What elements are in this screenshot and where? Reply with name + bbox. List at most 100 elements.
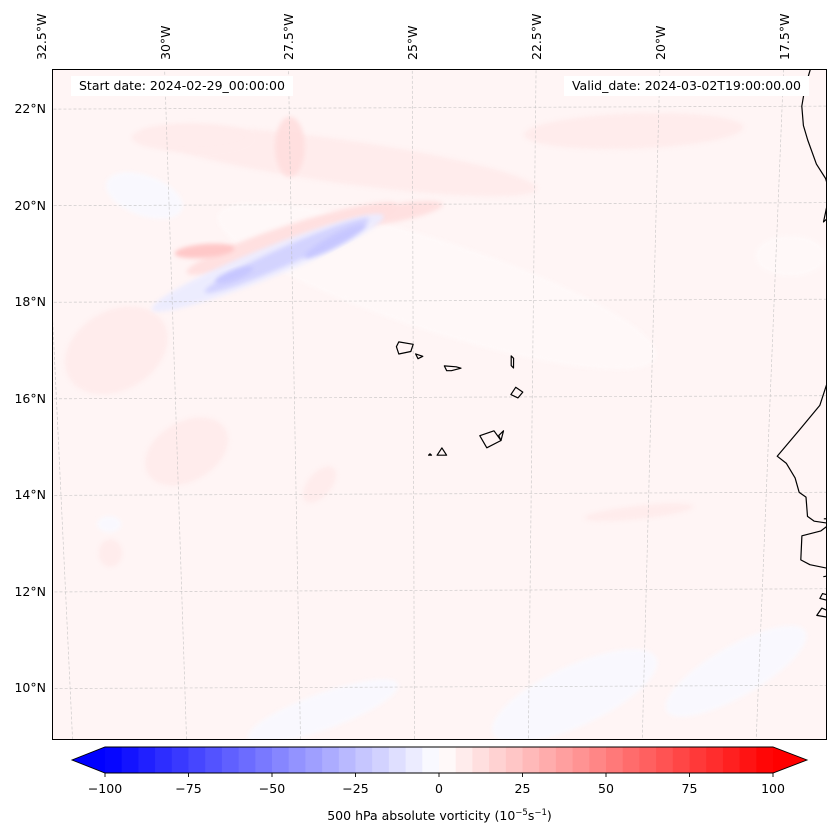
- colorbar-bin: [355, 747, 373, 773]
- colorbar-bin: [439, 747, 457, 773]
- parallel-gridline: [52, 105, 827, 110]
- santiago-island: [479, 430, 502, 449]
- contour-fill-layer: [64, 112, 826, 740]
- latitude-tick-label: 22°N: [14, 101, 46, 117]
- meridian-gridline: [641, 69, 661, 740]
- negative-vorticity-contour: [304, 223, 367, 259]
- colorbar-bin: [322, 747, 340, 773]
- latitude-tick-label: 10°N: [14, 680, 46, 696]
- longitude-tick-label: 25°W: [405, 25, 421, 60]
- negative-vorticity-contour: [106, 172, 183, 219]
- colorbar-tick-label: −100: [87, 781, 123, 796]
- colorbar-bin: [639, 747, 657, 773]
- banc-arguin-island: [822, 206, 827, 223]
- colorbar-tick-label: −25: [342, 781, 369, 796]
- colorbar-bin: [238, 747, 256, 773]
- colorbar-label: 500 hPa absolute vorticity (10−5s−1): [327, 808, 552, 823]
- meridian-gridline: [288, 69, 301, 740]
- colorbar-bin: [706, 747, 724, 773]
- gambia-river: [823, 518, 827, 520]
- colorbar-bin: [155, 747, 173, 773]
- parallel-gridline: [52, 298, 827, 303]
- negative-vorticity-contour: [247, 679, 399, 740]
- longitude-tick-label: 22.5°W: [529, 13, 545, 60]
- colorbar-bin: [288, 747, 306, 773]
- africa-coastline: [776, 69, 827, 569]
- units-exp1: −5: [515, 808, 528, 818]
- longitude-tick-label: 30°W: [157, 25, 173, 60]
- negative-vorticity-contour: [215, 266, 254, 284]
- latitude-tick-label: 16°N: [14, 390, 46, 406]
- latitude-tick-label: 18°N: [14, 294, 46, 310]
- colorbar-tick-label: −50: [258, 781, 286, 796]
- meridian-gridline: [755, 69, 784, 740]
- positive-vorticity-contour: [64, 306, 169, 395]
- colorbar-bin: [555, 747, 574, 773]
- santo-antao-island: [395, 341, 414, 355]
- colorbar: [70, 746, 809, 777]
- sao-nicolau-island: [443, 365, 462, 372]
- meridian-gridline: [164, 69, 187, 740]
- units-exp2: −1: [534, 808, 547, 818]
- colorbar-bin: [138, 747, 156, 773]
- latitude-tick-label: 20°N: [14, 197, 46, 213]
- positive-vorticity-contour: [584, 503, 694, 522]
- colorbar-bin: [388, 747, 407, 773]
- bijagos-island: [816, 607, 827, 618]
- colorbar-tick-label: 25: [514, 781, 531, 796]
- colorbar-bin: [672, 747, 690, 773]
- start-date-label: Start date: 2024-02-29_00:00:00: [71, 76, 293, 96]
- colorbar-bin: [105, 747, 123, 773]
- brava-island: [428, 453, 433, 456]
- fogo-island: [436, 447, 448, 456]
- meridian-gridline: [411, 69, 415, 740]
- colorbar-bin: [188, 747, 206, 773]
- positive-vorticity-contour: [755, 235, 826, 276]
- latitude-tick-label: 14°N: [14, 487, 46, 503]
- colorbar-tick-label: −75: [175, 781, 202, 796]
- colorbar-bin: [722, 747, 741, 773]
- colorbar-bin: [205, 747, 223, 773]
- positive-vorticity-contour: [302, 466, 337, 504]
- longitude-tick-label: 32.5°W: [33, 13, 49, 60]
- colorbar-extend-min: [72, 747, 105, 773]
- units-base: 10: [499, 808, 516, 823]
- colorbar-bin: [656, 747, 674, 773]
- colorbar-bin: [221, 747, 240, 773]
- map-panel[interactable]: Start date: 2024-02-29_00:00:00 Valid_da…: [52, 69, 827, 740]
- sao-vicente-island: [415, 353, 424, 360]
- valid-date-label: Valid_date: 2024-03-02T19:00:00.00: [563, 76, 809, 96]
- colorbar-tick-label: 100: [761, 781, 785, 796]
- colorbar-bin: [606, 747, 624, 773]
- boa-vista-island: [510, 386, 524, 399]
- positive-vorticity-contour: [131, 123, 252, 152]
- bijagos-island: [819, 593, 827, 601]
- colorbar-bin: [589, 747, 607, 773]
- casamance-river: [823, 575, 827, 578]
- meridian-gridline: [52, 298, 73, 740]
- colorbar-bin: [756, 747, 774, 773]
- vorticity-field: [52, 69, 827, 740]
- negative-vorticity-contour: [97, 516, 122, 533]
- colorbar-bin: [505, 747, 523, 773]
- positive-vorticity-contour: [174, 243, 235, 259]
- units-seconds: s: [527, 808, 535, 823]
- colorbar-variable: 500 hPa absolute vorticity: [327, 808, 491, 823]
- maio-island: [498, 430, 505, 442]
- colorbar-bin: [622, 747, 640, 773]
- colorbar-bin: [489, 747, 507, 773]
- parallel-gridline: [52, 588, 827, 593]
- colorbar-tick-label: 50: [598, 781, 614, 796]
- colorbar-bin: [522, 747, 540, 773]
- colorbar-bin: [338, 747, 356, 773]
- colorbar-bin: [405, 747, 423, 773]
- parallel-gridline: [52, 491, 827, 496]
- colorbar-bin: [171, 747, 189, 773]
- colorbar-bin: [305, 747, 323, 773]
- colorbar-tick-label: 0: [435, 781, 443, 796]
- negative-vorticity-contour: [665, 625, 807, 717]
- colorbar-bin: [121, 747, 139, 773]
- colorbar-bin: [272, 747, 290, 773]
- parallel-gridline: [52, 202, 827, 207]
- colorbar-bin: [422, 747, 440, 773]
